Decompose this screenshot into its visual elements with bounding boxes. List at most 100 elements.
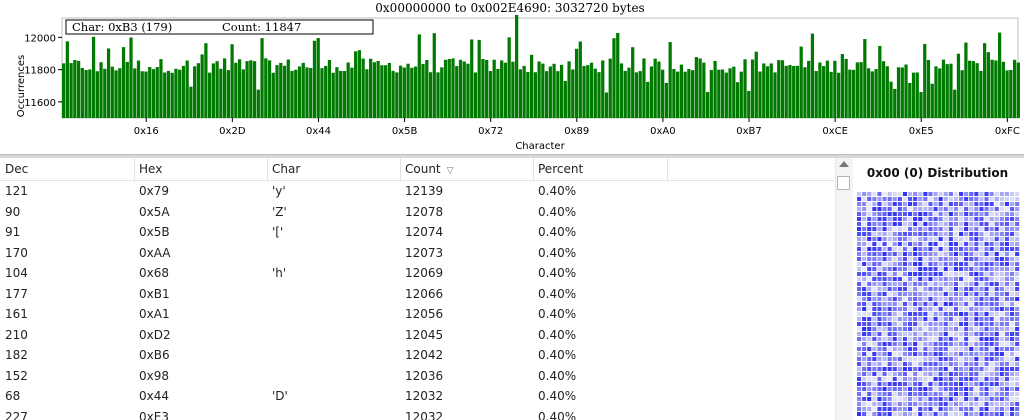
histogram-bar[interactable] [144,71,148,119]
histogram-bar[interactable] [181,65,186,118]
histogram-bar[interactable] [95,71,99,118]
histogram-bar[interactable] [413,66,418,118]
histogram-bar[interactable] [668,42,672,118]
histogram-bar[interactable] [436,72,440,118]
histogram-bar[interactable] [136,60,141,118]
histogram-bar[interactable] [911,72,916,118]
histogram-bar[interactable] [271,72,275,118]
histogram-bar[interactable] [234,62,238,118]
histogram-bar[interactable] [604,92,609,118]
histogram-bar[interactable] [818,62,822,119]
histogram-bar[interactable] [159,59,163,118]
histogram-bar[interactable] [473,72,478,118]
histogram-bar[interactable] [421,63,425,118]
histogram-bar[interactable] [387,62,391,118]
histogram-bar[interactable] [222,58,227,118]
histogram-bar[interactable] [616,32,620,118]
histogram-bar[interactable] [1012,59,1017,118]
histogram-bar[interactable] [713,60,717,118]
histogram-bar[interactable] [110,66,114,118]
histogram-bar[interactable] [698,58,702,118]
table-row[interactable]: 227 0xE3 12032 0.40% [0,407,834,420]
histogram-bar[interactable] [979,70,983,118]
histogram-bar[interactable] [410,67,414,118]
histogram-bar[interactable] [485,59,489,118]
histogram-bar[interactable] [151,69,156,118]
histogram-bar[interactable] [747,90,751,118]
histogram-bar[interactable] [968,60,972,118]
table-scrollbar[interactable] [835,158,853,420]
histogram-bar[interactable] [799,46,803,119]
histogram-bar[interactable] [792,66,796,118]
histogram-bar[interactable] [309,68,313,118]
histogram-bar[interactable] [125,61,129,118]
histogram-bar[interactable] [702,62,706,118]
histogram-bar[interactable] [335,67,339,118]
histogram-bar[interactable] [533,72,537,118]
histogram-bar[interactable] [129,37,133,119]
histogram-bar[interactable] [402,67,406,118]
column-header-dec[interactable]: Dec [0,158,135,180]
histogram-bar[interactable] [687,69,691,118]
histogram-bar[interactable] [559,64,564,118]
histogram-bar[interactable] [301,62,305,118]
histogram-bar[interactable] [391,70,395,118]
histogram-bar[interactable] [193,66,197,118]
histogram-bar[interactable] [717,69,721,118]
histogram-bar[interactable] [915,72,919,118]
histogram-bar[interactable] [649,66,654,118]
histogram-bar[interactable] [919,92,923,118]
histogram-bar[interactable] [578,41,582,119]
histogram-bar[interactable] [155,67,159,118]
histogram-bar[interactable] [511,61,515,118]
histogram-bar[interactable] [103,68,107,118]
histogram-bar[interactable] [395,72,399,118]
histogram-bar[interactable] [829,71,833,118]
histogram-bar[interactable] [694,57,698,118]
histogram-bar[interactable] [462,61,466,118]
histogram-bar[interactable] [642,58,646,118]
histogram-bar[interactable] [447,58,451,118]
table-row[interactable]: 161 0xA1 12056 0.40% [0,304,834,325]
histogram-bar[interactable] [118,68,122,118]
table-row[interactable]: 91 0x5B '[' 12074 0.40% [0,222,834,243]
column-header-hex[interactable]: Hex [134,158,268,180]
histogram-bar[interactable] [762,63,766,118]
histogram-bar[interactable] [676,71,680,118]
histogram-bar[interactable] [960,70,964,118]
histogram-bar[interactable] [878,45,882,118]
histogram-bar[interactable] [312,40,317,119]
histogram-bar[interactable] [758,71,762,118]
histogram-bar[interactable] [623,70,627,118]
histogram-bar[interactable] [249,60,253,118]
histogram-bar[interactable] [88,69,92,118]
histogram-bar[interactable] [537,61,541,119]
column-header-percent[interactable]: Percent [533,158,668,180]
histogram-bar[interactable] [885,66,889,118]
panel-splitter[interactable] [0,154,1024,158]
histogram-bar[interactable] [230,44,234,118]
histogram-bar[interactable] [440,67,444,118]
histogram-bar[interactable] [900,67,904,118]
histogram-bar[interactable] [784,65,788,118]
histogram-bar[interactable] [683,71,687,118]
histogram-bar[interactable] [926,59,931,118]
histogram-bar[interactable] [780,60,785,118]
histogram-bar[interactable] [114,70,118,118]
histogram-bar[interactable] [552,63,556,118]
histogram-bar[interactable] [518,69,523,118]
histogram-bar[interactable] [833,60,837,118]
histogram-bar[interactable] [219,68,223,118]
table-row[interactable]: 90 0x5A 'Z' 12078 0.40% [0,202,834,223]
histogram-bar[interactable] [346,62,350,118]
histogram-bar[interactable] [241,69,245,118]
histogram-bar[interactable] [627,67,631,118]
histogram-bar[interactable] [372,62,376,118]
histogram-bar[interactable] [720,69,725,118]
histogram-bar[interactable] [971,61,976,118]
histogram-bar[interactable] [1016,62,1020,118]
histogram-bar[interactable] [354,51,358,119]
histogram-bar[interactable] [773,72,777,118]
histogram-bar[interactable] [893,88,897,118]
histogram-bar[interactable] [870,71,874,118]
